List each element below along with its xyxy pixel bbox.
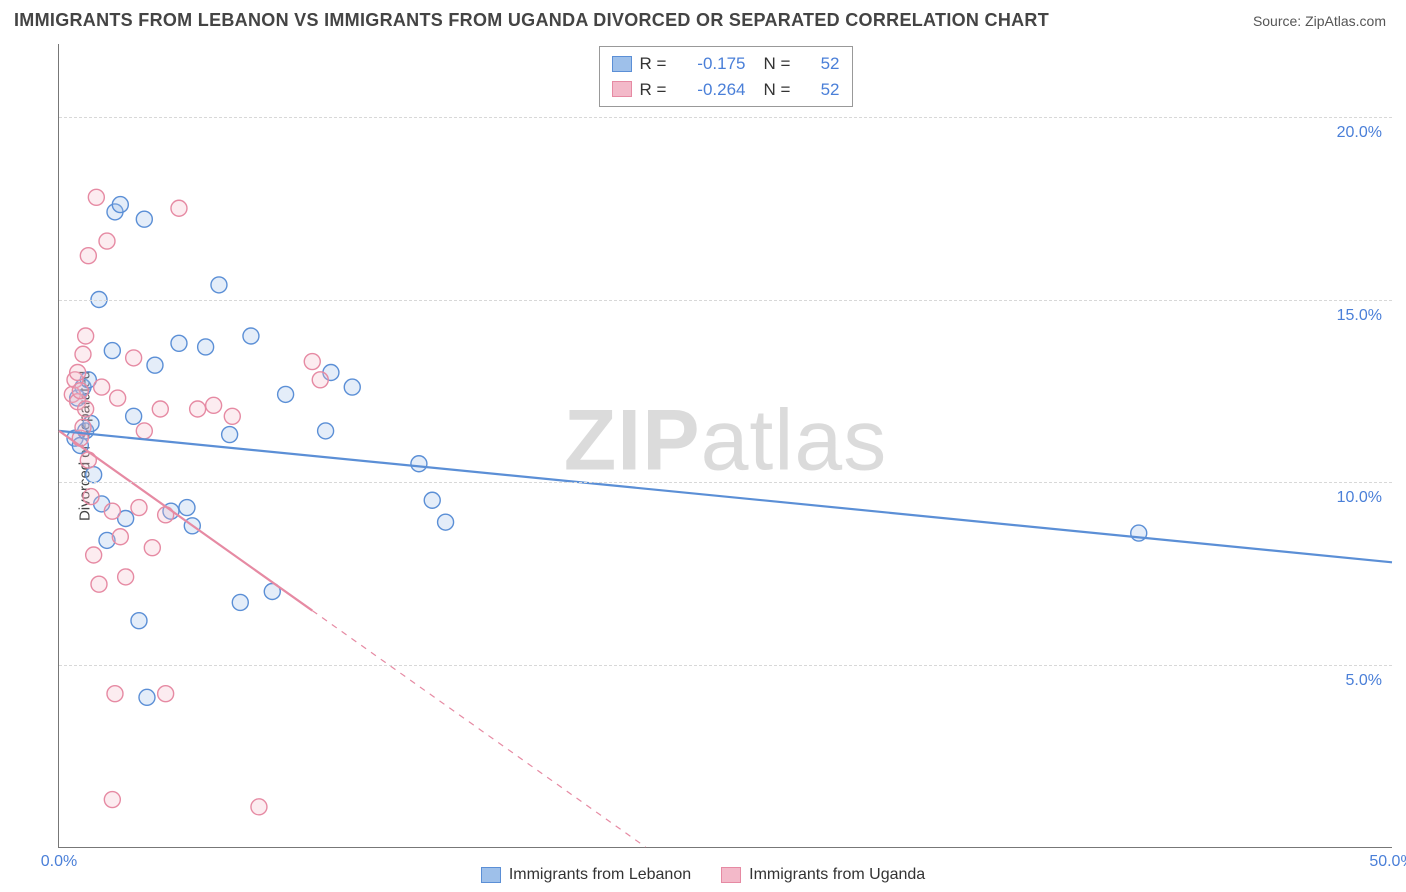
data-point <box>118 569 134 585</box>
y-tick-label: 10.0% <box>1337 489 1382 507</box>
data-point <box>126 350 142 366</box>
data-point <box>312 372 328 388</box>
r-label: R = <box>640 51 674 77</box>
gridline <box>59 482 1392 483</box>
data-point <box>139 689 155 705</box>
data-point <box>198 339 214 355</box>
regression-line <box>59 431 1392 562</box>
data-point <box>112 529 128 545</box>
legend-series-item: Immigrants from Lebanon <box>481 866 691 884</box>
legend-series-item: Immigrants from Uganda <box>721 866 925 884</box>
data-point <box>251 799 267 815</box>
data-point <box>110 390 126 406</box>
data-point <box>86 547 102 563</box>
data-point <box>438 514 454 530</box>
legend-swatch <box>481 867 501 883</box>
data-point <box>78 328 94 344</box>
data-point <box>304 354 320 370</box>
data-point <box>232 594 248 610</box>
n-value: 52 <box>806 51 840 77</box>
legend-series-label: Immigrants from Uganda <box>749 866 925 884</box>
legend-series-label: Immigrants from Lebanon <box>509 866 691 884</box>
n-value: 52 <box>806 77 840 103</box>
data-point <box>91 576 107 592</box>
n-label: N = <box>764 77 798 103</box>
data-point <box>126 408 142 424</box>
legend-swatch <box>721 867 741 883</box>
data-point <box>222 427 238 443</box>
chart-area: Divorced or Separated ZIPatlas R =-0.175… <box>14 44 1392 848</box>
data-point <box>99 233 115 249</box>
data-point <box>411 456 427 472</box>
data-point <box>147 357 163 373</box>
legend-swatch <box>612 81 632 97</box>
data-point <box>131 613 147 629</box>
data-point <box>144 540 160 556</box>
series-legend: Immigrants from Lebanon Immigrants from U… <box>0 866 1406 884</box>
gridline <box>59 117 1392 118</box>
data-point <box>171 200 187 216</box>
data-point <box>171 335 187 351</box>
legend-row: R = -0.175 N = 52 <box>612 51 840 77</box>
data-point <box>104 503 120 519</box>
gridline <box>59 300 1392 301</box>
data-point <box>104 343 120 359</box>
data-point <box>318 423 334 439</box>
r-value: -0.175 <box>682 51 746 77</box>
data-point <box>72 383 88 399</box>
data-point <box>190 401 206 417</box>
plot-region: ZIPatlas R =-0.175N =52R =-0.264N =52 5.… <box>58 44 1392 848</box>
data-point <box>80 248 96 264</box>
data-point <box>112 197 128 213</box>
data-point <box>104 792 120 808</box>
data-point <box>88 189 104 205</box>
data-point <box>152 401 168 417</box>
data-point <box>78 401 94 417</box>
data-point <box>179 500 195 516</box>
data-point <box>131 500 147 516</box>
data-point <box>107 686 123 702</box>
data-point <box>424 492 440 508</box>
data-point <box>224 408 240 424</box>
data-point <box>136 211 152 227</box>
gridline <box>59 665 1392 666</box>
correlation-legend: R = -0.175 N = 52 R = -0.264 N = 52 <box>599 46 853 107</box>
data-point <box>243 328 259 344</box>
data-point <box>206 397 222 413</box>
plot-svg <box>59 44 1392 847</box>
chart-title: IMMIGRANTS FROM LEBANON VS IMMIGRANTS FR… <box>14 10 1049 31</box>
data-point <box>83 489 99 505</box>
data-point <box>94 379 110 395</box>
data-point <box>70 365 86 381</box>
data-point <box>136 423 152 439</box>
data-point <box>211 277 227 293</box>
r-value: -0.264 <box>682 77 746 103</box>
n-label: N = <box>764 51 798 77</box>
y-tick-label: 15.0% <box>1337 307 1382 325</box>
data-point <box>75 346 91 362</box>
y-tick-label: 5.0% <box>1346 672 1382 690</box>
legend-swatch <box>612 56 632 72</box>
legend-row: R = -0.264 N = 52 <box>612 77 840 103</box>
data-point <box>344 379 360 395</box>
data-point <box>278 386 294 402</box>
y-tick-label: 20.0% <box>1337 124 1382 142</box>
data-point <box>158 686 174 702</box>
regression-line-extrapolated <box>312 611 645 847</box>
r-label: R = <box>640 77 674 103</box>
data-point <box>86 467 102 483</box>
source-label: Source: ZipAtlas.com <box>1253 13 1386 29</box>
